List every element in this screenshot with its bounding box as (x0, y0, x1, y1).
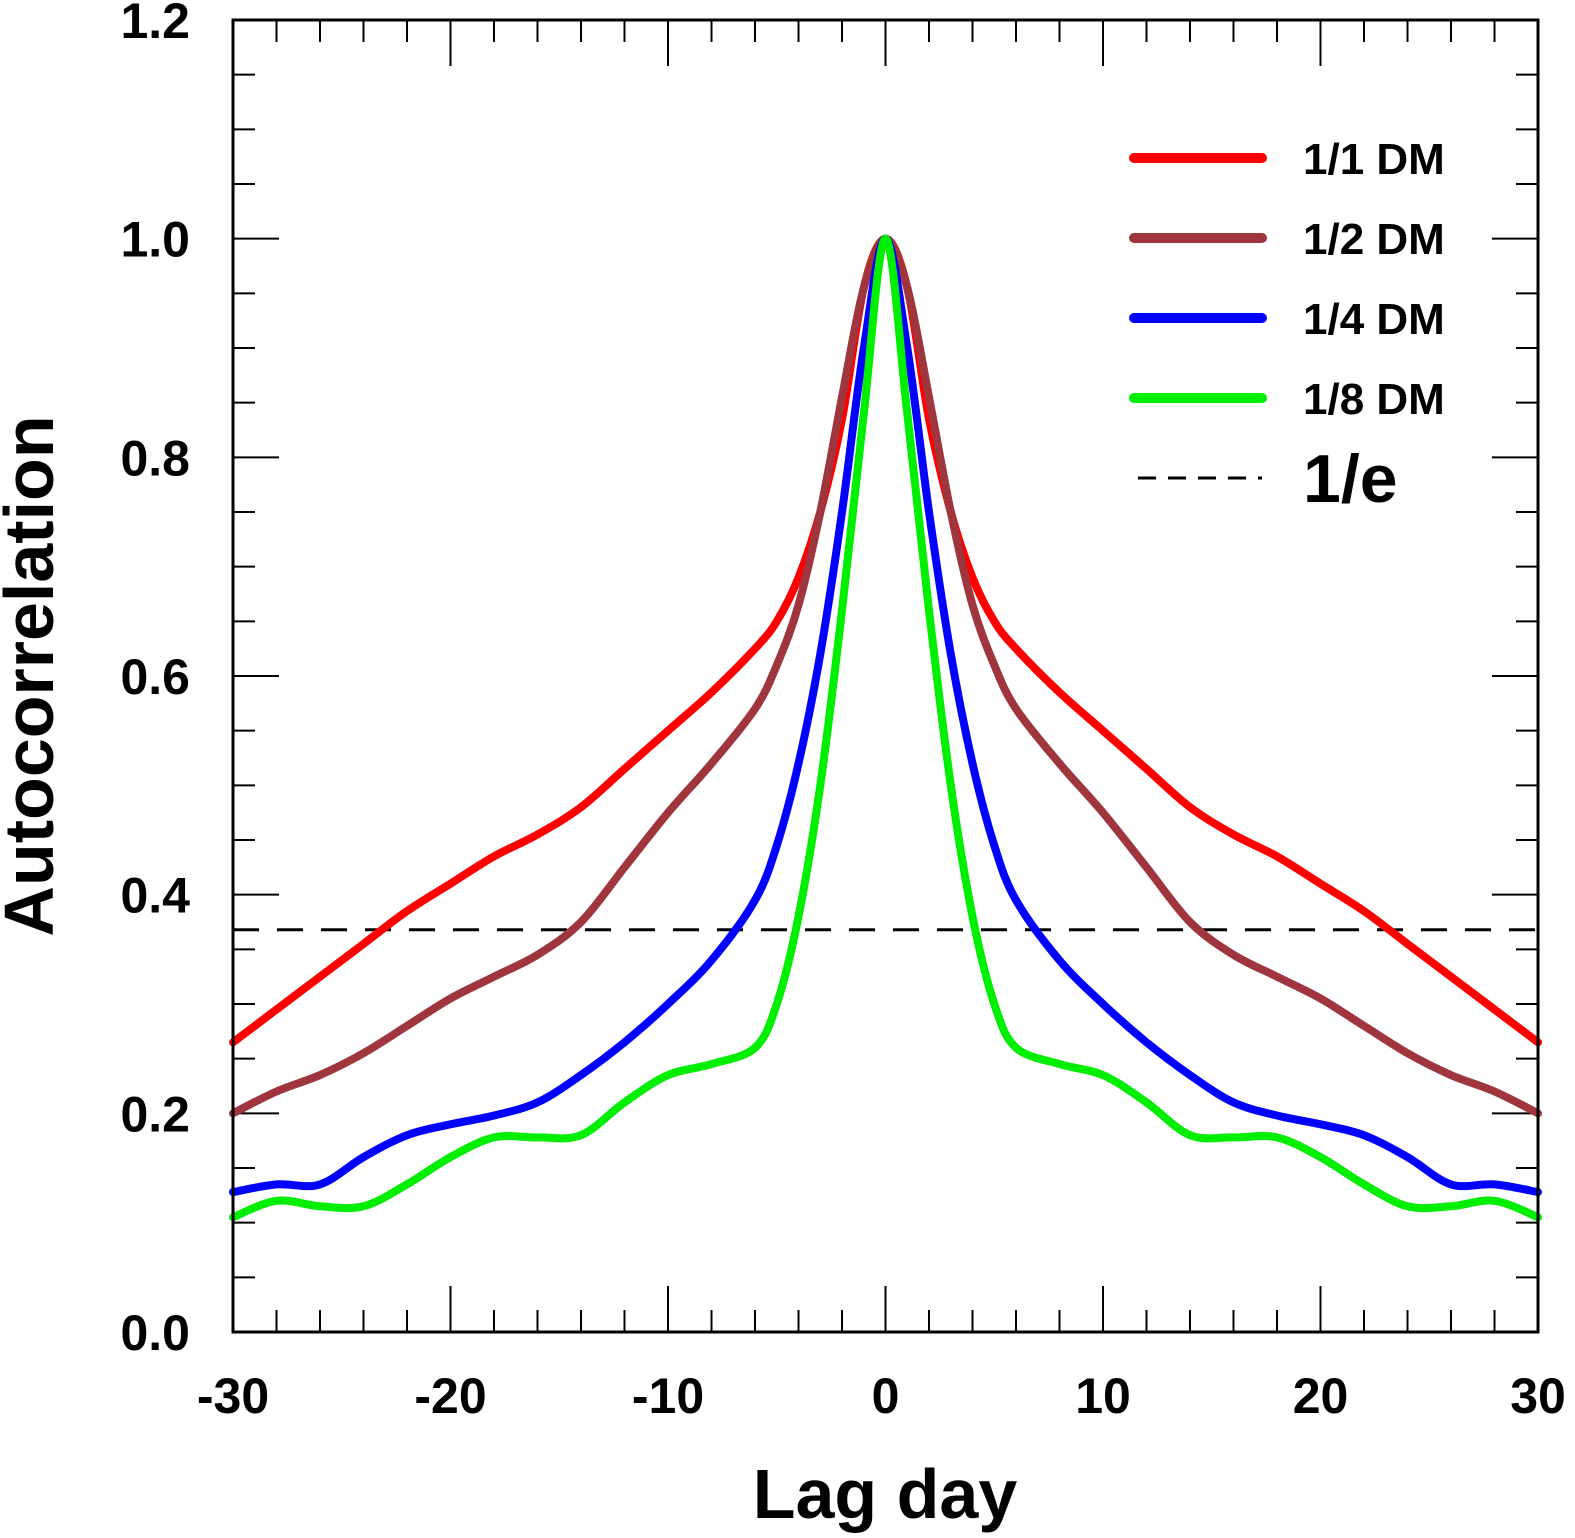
x-tick-label: 30 (1510, 1368, 1566, 1424)
legend-label-1: 1/1 DM (1303, 135, 1445, 184)
x-tick-label: 20 (1293, 1368, 1349, 1424)
legend-label-reference: 1/e (1303, 441, 1398, 517)
y-tick-label: 1.2 (120, 0, 190, 49)
x-tick-label: -30 (197, 1368, 269, 1424)
y-tick-label: 0.4 (120, 868, 190, 924)
y-tick-label: 0.2 (120, 1086, 190, 1142)
axis-ticks (232, 19, 1539, 1333)
x-tick-label: 0 (872, 1368, 900, 1424)
legend: 1/1 DM 1/2 DM 1/4 DM 1/8 DM 1/e (1129, 135, 1445, 517)
plot-frame (231, 18, 1540, 1334)
x-tick-label: 10 (1075, 1368, 1131, 1424)
legend-label-2: 1/2 DM (1303, 215, 1445, 264)
x-axis-title: Lag day (753, 1455, 1018, 1533)
y-axis-title: Autocorrelation (0, 415, 68, 936)
tick-labels: -30 -20 -10 0 10 20 30 0.0 0.2 0.4 0.6 0.8 1.0 1.2 (120, 0, 1565, 1424)
y-tick-label: 1.0 (120, 212, 190, 268)
y-tick-label: 0.8 (120, 430, 190, 486)
y-tick-label: 0.6 (120, 649, 190, 705)
x-tick-label: -20 (414, 1368, 486, 1424)
x-tick-label: -10 (632, 1368, 704, 1424)
series-line-4 (229, 234, 1542, 1222)
legend-label-4: 1/8 DM (1303, 375, 1445, 424)
plot-area (229, 234, 1542, 1222)
y-tick-label: 0.0 (120, 1305, 190, 1361)
legend-label-3: 1/4 DM (1303, 295, 1445, 344)
